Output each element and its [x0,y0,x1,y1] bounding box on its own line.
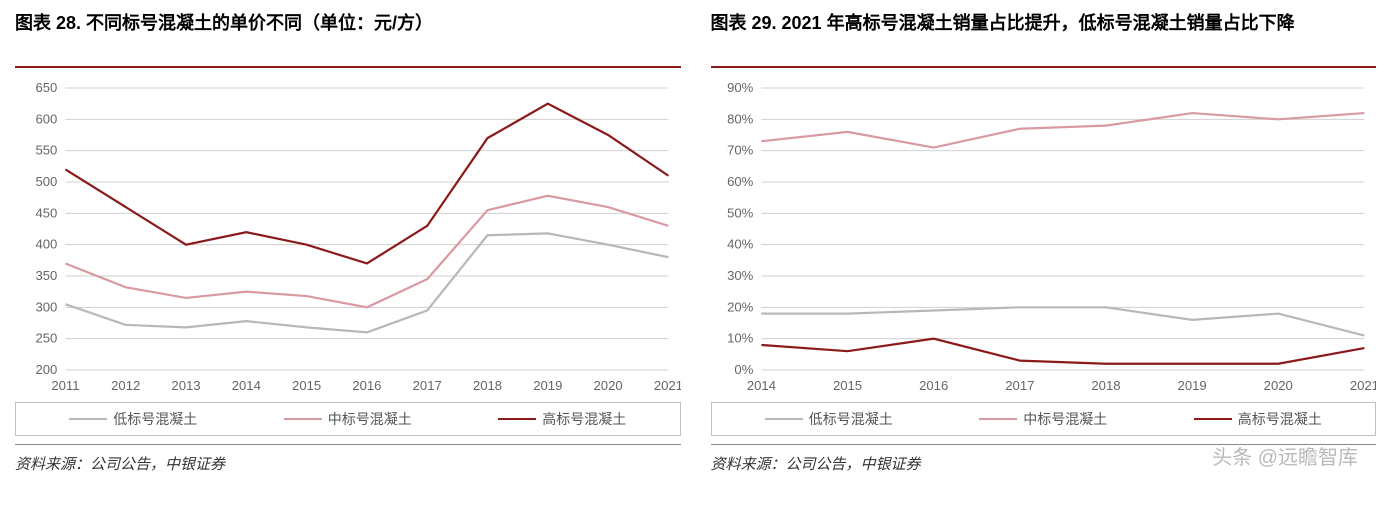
svg-text:2014: 2014 [232,378,261,393]
legend-item: 高标号混凝土 [498,409,626,429]
svg-text:2019: 2019 [533,378,562,393]
chart-left: 200 250 300 350 400 450 500 550 600 650 2011 2012 20… [15,78,681,398]
svg-text:20%: 20% [727,299,754,314]
chart-right: 0% 10% 20% 30% 40% 50% 60% 70% 80% 90% 2014 2015 201… [711,78,1377,398]
svg-text:10%: 10% [727,331,754,346]
svg-text:650: 650 [35,80,57,95]
svg-text:550: 550 [35,143,57,158]
svg-text:2020: 2020 [1263,378,1292,393]
chart-title-right: 图表 29. 2021 年高标号混凝土销量占比提升，低标号混凝土销量占比下降 [711,10,1377,38]
svg-text:2017: 2017 [1005,378,1034,393]
legend-label: 低标号混凝土 [113,409,197,429]
svg-text:2015: 2015 [832,378,861,393]
legend-swatch [498,418,536,421]
svg-text:300: 300 [35,299,57,314]
title-wrap-right: 图表 29. 2021 年高标号混凝土销量占比提升，低标号混凝土销量占比下降 [711,10,1377,68]
svg-text:2018: 2018 [1091,378,1120,393]
svg-text:2013: 2013 [171,378,200,393]
svg-text:90%: 90% [727,80,754,95]
svg-text:2016: 2016 [352,378,381,393]
svg-text:2018: 2018 [473,378,502,393]
svg-text:400: 400 [35,237,57,252]
svg-text:2021: 2021 [1349,378,1376,393]
svg-text:30%: 30% [727,268,754,283]
svg-text:350: 350 [35,268,57,283]
svg-text:250: 250 [35,331,57,346]
legend-left: 低标号混凝土 中标号混凝土 高标号混凝土 [15,402,681,436]
svg-text:70%: 70% [727,143,754,158]
svg-text:600: 600 [35,111,57,126]
legend-item: 低标号混凝土 [765,409,893,429]
title-wrap-left: 图表 28. 不同标号混凝土的单价不同（单位：元/方） [15,10,681,68]
legend-label: 低标号混凝土 [809,409,893,429]
source-right: 资料来源：公司公告，中银证券 [711,444,1377,474]
svg-text:50%: 50% [727,205,754,220]
legend-swatch [1194,418,1232,421]
legend-label: 高标号混凝土 [542,409,626,429]
legend-right: 低标号混凝土 中标号混凝土 高标号混凝土 [711,402,1377,436]
svg-text:500: 500 [35,174,57,189]
legend-swatch [284,418,322,421]
svg-text:2021: 2021 [654,378,681,393]
chart-title-left: 图表 28. 不同标号混凝土的单价不同（单位：元/方） [15,10,681,38]
svg-text:2019: 2019 [1177,378,1206,393]
svg-text:200: 200 [35,362,57,377]
source-left: 资料来源：公司公告，中银证券 [15,444,681,474]
svg-text:2020: 2020 [594,378,623,393]
panel-left: 图表 28. 不同标号混凝土的单价不同（单位：元/方） 200 250 300 350… [15,10,681,474]
legend-label: 中标号混凝土 [328,409,412,429]
svg-text:2015: 2015 [292,378,321,393]
svg-text:0%: 0% [734,362,753,377]
svg-text:2011: 2011 [51,378,79,393]
legend-label: 中标号混凝土 [1023,409,1107,429]
svg-text:80%: 80% [727,111,754,126]
legend-swatch [979,418,1017,421]
svg-text:40%: 40% [727,237,754,252]
svg-text:2014: 2014 [746,378,775,393]
legend-item: 中标号混凝土 [979,409,1107,429]
svg-text:2016: 2016 [919,378,948,393]
panel-right: 图表 29. 2021 年高标号混凝土销量占比提升，低标号混凝土销量占比下降 0… [711,10,1377,474]
svg-text:2012: 2012 [111,378,140,393]
svg-text:2017: 2017 [413,378,442,393]
legend-swatch [765,418,803,421]
svg-text:450: 450 [35,205,57,220]
legend-item: 低标号混凝土 [69,409,197,429]
legend-label: 高标号混凝土 [1238,409,1322,429]
legend-item: 中标号混凝土 [284,409,412,429]
legend-swatch [69,418,107,421]
legend-item: 高标号混凝土 [1194,409,1322,429]
svg-text:60%: 60% [727,174,754,189]
